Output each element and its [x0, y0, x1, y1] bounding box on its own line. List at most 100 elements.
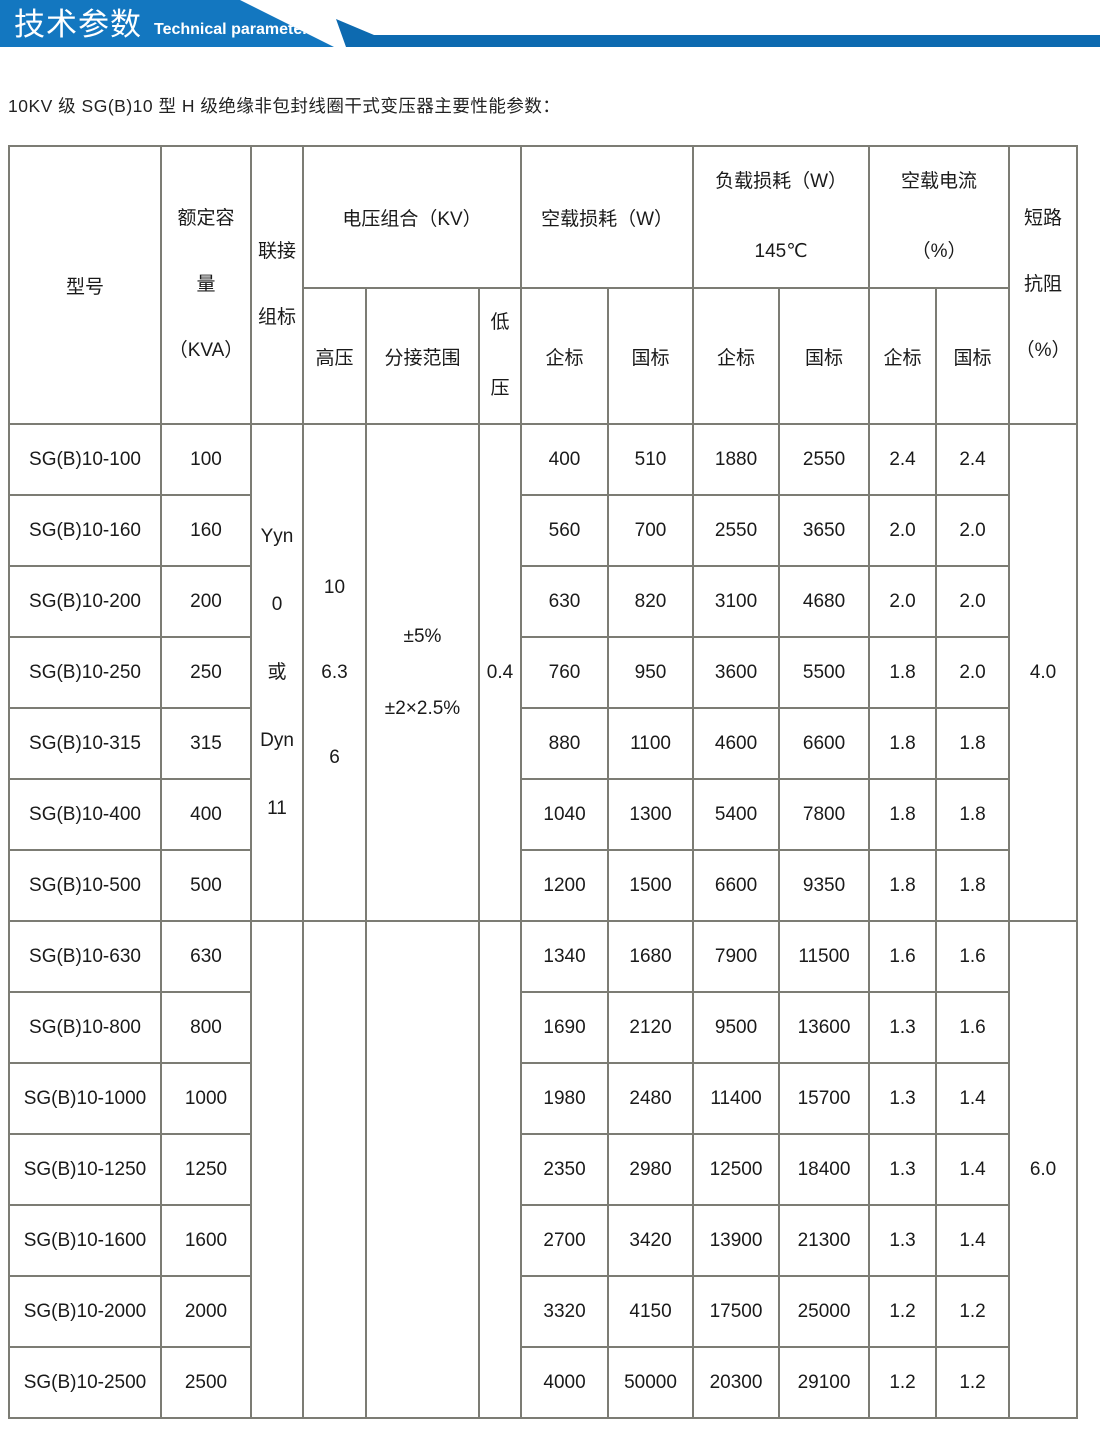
- cell-model: SG(B)10-2500: [8, 1346, 162, 1419]
- subheader-ll-national: 国标: [778, 287, 871, 425]
- cell-nlc-national: 1.8: [935, 849, 1011, 922]
- banner-title: 技术参数: [14, 7, 142, 42]
- table-row: SG(B)10-160 160 560 700 2550 3650 2.0 2.…: [8, 494, 1077, 567]
- cell-ll-enterprise: 5400: [692, 778, 781, 851]
- cell-nlc-national: 1.4: [935, 1204, 1011, 1277]
- table-row: SG(B)10-2000 2000 3320 4150 17500 25000 …: [8, 1275, 1077, 1348]
- cell-nlc-national: 1.6: [935, 920, 1011, 993]
- table-row: SG(B)10-1000 1000 1980 2480 11400 15700 …: [8, 1062, 1077, 1135]
- table-row: SG(B)10-800 800 1690 2120 9500 13600 1.3…: [8, 991, 1077, 1064]
- banner-subtitle: Technical parameter: [154, 21, 309, 38]
- cell-kva: 160: [160, 494, 252, 567]
- cell-nll-national: 950: [607, 636, 695, 709]
- cell-kva: 400: [160, 778, 252, 851]
- cell-nlc-enterprise: 2.0: [868, 565, 938, 638]
- cell-nlc-national: 1.8: [935, 778, 1011, 851]
- cell-nll-enterprise: 880: [520, 707, 610, 780]
- col-header-capacity: 额定容 量 （KVA）: [160, 145, 252, 425]
- cell-nll-national: 1500: [607, 849, 695, 922]
- subheader-nll-national: 国标: [607, 287, 695, 425]
- cell-nll-enterprise: 1200: [520, 849, 610, 922]
- cell-ll-enterprise: 7900: [692, 920, 781, 993]
- cell-ll-enterprise: 2550: [692, 494, 781, 567]
- cell-ll-national: 6600: [778, 707, 871, 780]
- cell-lv: 0.4: [477, 423, 523, 922]
- cell-hv: 10 6.3 6: [302, 423, 367, 922]
- cell-model: SG(B)10-1600: [8, 1204, 162, 1277]
- cell-model: SG(B)10-630: [8, 920, 162, 993]
- subheader-nlc-national: 国标: [935, 287, 1011, 425]
- cell-ll-enterprise: 17500: [692, 1275, 781, 1348]
- cell-model: SG(B)10-100: [8, 423, 162, 496]
- cell-nll-enterprise: 630: [520, 565, 610, 638]
- cell-nlc-enterprise: 1.3: [868, 1204, 938, 1277]
- col-header-model: 型号: [8, 145, 162, 425]
- table-row: SG(B)10-200 200 630 820 3100 4680 2.0 2.…: [8, 565, 1077, 638]
- cell-model: SG(B)10-315: [8, 707, 162, 780]
- cell-nlc-national: 1.2: [935, 1346, 1011, 1419]
- table-row: SG(B)10-2500 2500 4000 50000 20300 29100…: [8, 1346, 1077, 1419]
- cell-nll-enterprise: 760: [520, 636, 610, 709]
- cell-ll-enterprise: 3100: [692, 565, 781, 638]
- table-row: SG(B)10-500 500 1200 1500 6600 9350 1.8 …: [8, 849, 1077, 922]
- cell-nll-national: 3420: [607, 1204, 695, 1277]
- cell-impedance: 4.0: [1008, 423, 1079, 922]
- subheader-lv: 低 压: [477, 287, 523, 425]
- cell-nlc-national: 2.0: [935, 636, 1011, 709]
- cell-model: SG(B)10-1250: [8, 1133, 162, 1206]
- cell-nll-national: 2980: [607, 1133, 695, 1206]
- cell-hv-empty: [302, 920, 367, 1419]
- cell-ll-enterprise: 6600: [692, 849, 781, 922]
- cell-nlc-national: 2.0: [935, 565, 1011, 638]
- banner-tail-ribbon: [336, 19, 1100, 47]
- cell-ll-national: 5500: [778, 636, 871, 709]
- cell-nll-national: 2480: [607, 1062, 695, 1135]
- cell-kva: 630: [160, 920, 252, 993]
- cell-ll-national: 13600: [778, 991, 871, 1064]
- col-header-no-load-loss: 空载损耗（W）: [520, 145, 695, 289]
- cell-nlc-national: 1.8: [935, 707, 1011, 780]
- cell-nlc-national: 1.2: [935, 1275, 1011, 1348]
- cell-ll-national: 15700: [778, 1062, 871, 1135]
- cell-kva: 1000: [160, 1062, 252, 1135]
- header-row-2: 高压 分接范围 低 压 企标 国标 企标 国标 企标 国标: [9, 287, 1077, 425]
- cell-impedance: 6.0: [1008, 920, 1079, 1419]
- table-caption: 10KV 级 SG(B)10 型 H 级绝缘非包封线圈干式变压器主要性能参数：: [8, 96, 561, 116]
- col-header-voltage-combination: 电压组合（KV）: [301, 145, 523, 289]
- cell-nlc-enterprise: 1.2: [868, 1275, 938, 1348]
- cell-kva: 250: [160, 636, 252, 709]
- cell-nll-enterprise: 400: [520, 423, 610, 496]
- table-row: SG(B)10-250 250 760 950 3600 5500 1.8 2.…: [8, 636, 1077, 709]
- cell-nll-enterprise: 1690: [520, 991, 610, 1064]
- cell-nll-enterprise: 3320: [520, 1275, 610, 1348]
- subheader-ll-enterprise: 企标: [692, 287, 781, 425]
- cell-ll-national: 18400: [778, 1133, 871, 1206]
- cell-model: SG(B)10-1000: [8, 1062, 162, 1135]
- cell-vector-group: Yyn 0 或 Dyn 11: [250, 423, 304, 922]
- table-row: SG(B)10-100 100 Yyn 0 或 Dyn 11 10 6.3 6 …: [8, 423, 1079, 922]
- cell-nll-enterprise: 1040: [520, 778, 610, 851]
- subheader-tap-range: 分接范围: [365, 287, 480, 425]
- cell-nlc-enterprise: 1.8: [868, 636, 938, 709]
- cell-nll-national: 1680: [607, 920, 695, 993]
- cell-nll-national: 1100: [607, 707, 695, 780]
- subheader-nlc-enterprise: 企标: [868, 287, 938, 425]
- cell-ll-enterprise: 3600: [692, 636, 781, 709]
- cell-nlc-enterprise: 1.8: [868, 707, 938, 780]
- cell-ll-enterprise: 9500: [692, 991, 781, 1064]
- cell-ll-enterprise: 4600: [692, 707, 781, 780]
- banner-ribbon: 技术参数 Technical parameter: [0, 0, 334, 47]
- header-row-1: 型号 额定容 量 （KVA） 联接 组标 电压组合（KV） 空载损耗（W） 负载…: [8, 145, 1079, 425]
- cell-model: SG(B)10-2000: [8, 1275, 162, 1348]
- cell-kva: 500: [160, 849, 252, 922]
- cell-model: SG(B)10-800: [8, 991, 162, 1064]
- table-row: SG(B)10-630 630 1340 1680 7900 11500 1.6…: [8, 920, 1079, 1419]
- cell-nlc-enterprise: 1.3: [868, 1062, 938, 1135]
- table-row: SG(B)10-400 400 1040 1300 5400 7800 1.8 …: [8, 778, 1077, 851]
- cell-nlc-national: 1.4: [935, 1062, 1011, 1135]
- cell-nll-national: 4150: [607, 1275, 695, 1348]
- cell-nlc-enterprise: 1.3: [868, 991, 938, 1064]
- cell-nll-enterprise: 1340: [520, 920, 610, 993]
- cell-ll-national: 11500: [778, 920, 871, 993]
- cell-nlc-enterprise: 1.8: [868, 849, 938, 922]
